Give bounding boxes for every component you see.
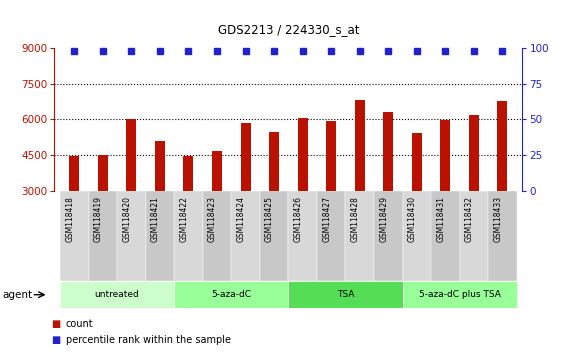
Bar — [469, 115, 479, 263]
Bar — [403, 191, 431, 281]
Bar — [403, 281, 517, 308]
Bar — [460, 191, 488, 281]
Bar — [383, 112, 393, 263]
Text: GSM118421: GSM118421 — [151, 196, 160, 241]
Text: GSM118419: GSM118419 — [94, 196, 103, 242]
Bar — [431, 191, 460, 281]
Text: TSA: TSA — [337, 290, 354, 299]
Bar — [183, 156, 194, 263]
Bar — [297, 118, 308, 263]
Text: GSM118425: GSM118425 — [265, 196, 274, 242]
Bar — [260, 191, 288, 281]
Bar — [203, 191, 231, 281]
Bar — [488, 191, 517, 281]
Text: 5-aza-dC: 5-aza-dC — [211, 290, 251, 299]
Bar — [126, 119, 136, 263]
Bar — [288, 191, 317, 281]
Text: count: count — [66, 319, 93, 329]
Bar — [288, 281, 403, 308]
Bar — [440, 120, 451, 263]
Bar — [269, 132, 279, 263]
Bar — [174, 281, 288, 308]
Text: GSM118423: GSM118423 — [208, 196, 217, 242]
Text: GSM118430: GSM118430 — [408, 196, 417, 242]
Text: ■: ■ — [51, 319, 61, 329]
Bar — [317, 191, 345, 281]
Text: 5-aza-dC plus TSA: 5-aza-dC plus TSA — [419, 290, 501, 299]
Text: GSM118424: GSM118424 — [236, 196, 246, 242]
Text: GSM118431: GSM118431 — [436, 196, 445, 242]
Bar — [412, 133, 422, 263]
Text: GSM118429: GSM118429 — [379, 196, 388, 242]
Bar — [89, 191, 117, 281]
Bar — [374, 191, 403, 281]
Bar — [60, 191, 89, 281]
Bar — [117, 191, 146, 281]
Bar — [355, 100, 365, 263]
Text: GSM118432: GSM118432 — [465, 196, 474, 242]
Text: GSM118418: GSM118418 — [65, 196, 74, 241]
Bar — [69, 156, 79, 263]
Text: untreated: untreated — [95, 290, 139, 299]
Bar — [240, 122, 251, 263]
Bar — [326, 121, 336, 263]
Text: agent: agent — [3, 290, 33, 300]
Bar — [155, 141, 165, 263]
Text: GSM118426: GSM118426 — [293, 196, 303, 242]
Bar — [98, 155, 108, 263]
Text: GDS2213 / 224330_s_at: GDS2213 / 224330_s_at — [218, 23, 359, 36]
Text: GSM118428: GSM118428 — [351, 196, 360, 241]
Text: GSM118427: GSM118427 — [322, 196, 331, 242]
Bar — [174, 191, 203, 281]
Text: percentile rank within the sample: percentile rank within the sample — [66, 335, 231, 345]
Bar — [146, 191, 174, 281]
Bar — [497, 101, 508, 263]
Bar — [60, 281, 174, 308]
Bar — [345, 191, 374, 281]
Text: ■: ■ — [51, 335, 61, 345]
Bar — [212, 150, 222, 263]
Bar — [231, 191, 260, 281]
Text: GSM118420: GSM118420 — [122, 196, 131, 242]
Text: GSM118433: GSM118433 — [493, 196, 502, 242]
Text: GSM118422: GSM118422 — [179, 196, 188, 241]
